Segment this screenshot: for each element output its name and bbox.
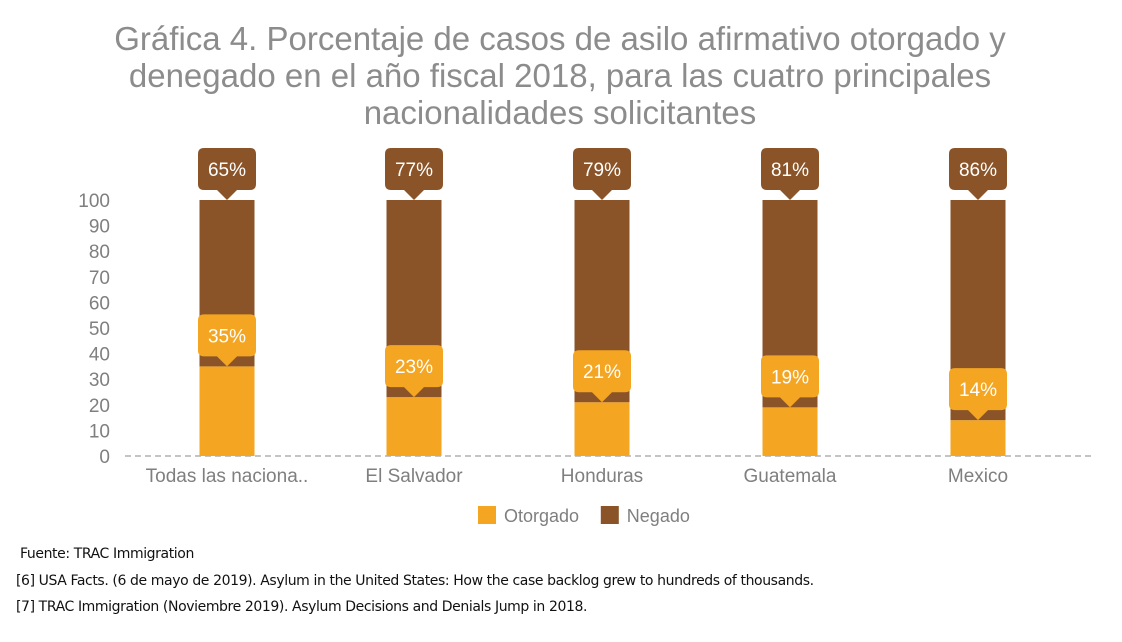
otorgado-callout (198, 314, 256, 367)
y-tick-label: 80 (89, 242, 110, 263)
reference-7: [7] TRAC Immigration (Noviembre 2019). A… (16, 599, 588, 615)
negado-label: 79% (583, 160, 621, 181)
y-tick-label: 30 (89, 370, 110, 391)
legend-swatch (600, 506, 619, 524)
bar-otorgado (950, 420, 1006, 456)
bar-otorgado (199, 366, 255, 456)
reference-6: [6] USA Facts. (6 de mayo de 2019). Asyl… (16, 573, 814, 589)
otorgado-callout (573, 350, 631, 403)
x-tick-label: Mexico (948, 466, 1008, 487)
negado-label: 86% (959, 160, 997, 181)
negado-callout (573, 148, 631, 200)
negado-callout (761, 148, 819, 200)
otorgado-label: 23% (395, 357, 433, 378)
otorgado-callout (761, 355, 819, 408)
legend-label: Negado (627, 506, 690, 526)
y-tick-label: 50 (89, 319, 110, 340)
otorgado-label: 14% (959, 380, 997, 401)
negado-label: 81% (771, 160, 809, 181)
legend-swatch (478, 506, 496, 524)
y-tick-label: 90 (89, 217, 110, 238)
negado-label: 77% (395, 160, 433, 181)
stacked-bar-chart: 0 10 20 30 40 50 60 70 80 90 100 Todas las naciona.… (78, 148, 1095, 526)
x-tick-label: Guatemala (744, 466, 837, 487)
negado-callout (385, 148, 443, 200)
y-tick-label: 60 (89, 293, 110, 314)
x-tick-label: Honduras (561, 466, 643, 487)
otorgado-label: 35% (208, 326, 246, 347)
negado-label: 65% (208, 160, 246, 181)
legend-label: Otorgado (504, 506, 579, 526)
x-tick-label: Todas las naciona.. (146, 466, 309, 487)
x-tick-label: El Salvador (365, 466, 463, 487)
otorgado-callout (385, 345, 443, 398)
bar-otorgado (762, 407, 818, 456)
source-note: Fuente: TRAC Immigration (20, 546, 194, 562)
y-tick-label: 100 (78, 191, 110, 212)
otorgado-label: 21% (583, 362, 621, 383)
otorgado-label: 19% (771, 367, 809, 388)
y-tick-label: 20 (89, 396, 110, 417)
y-tick-label: 70 (89, 268, 110, 289)
otorgado-callout (949, 368, 1007, 421)
negado-callout (949, 148, 1007, 200)
bar-otorgado (574, 402, 630, 456)
y-tick-label: 40 (89, 345, 110, 366)
bar-otorgado (386, 397, 442, 456)
chart-title: Gráfica 4. Porcentaje de casos de asilo … (114, 20, 1006, 131)
y-tick-label: 0 (99, 447, 110, 468)
y-tick-label: 10 (89, 421, 110, 442)
negado-callout (198, 148, 256, 200)
